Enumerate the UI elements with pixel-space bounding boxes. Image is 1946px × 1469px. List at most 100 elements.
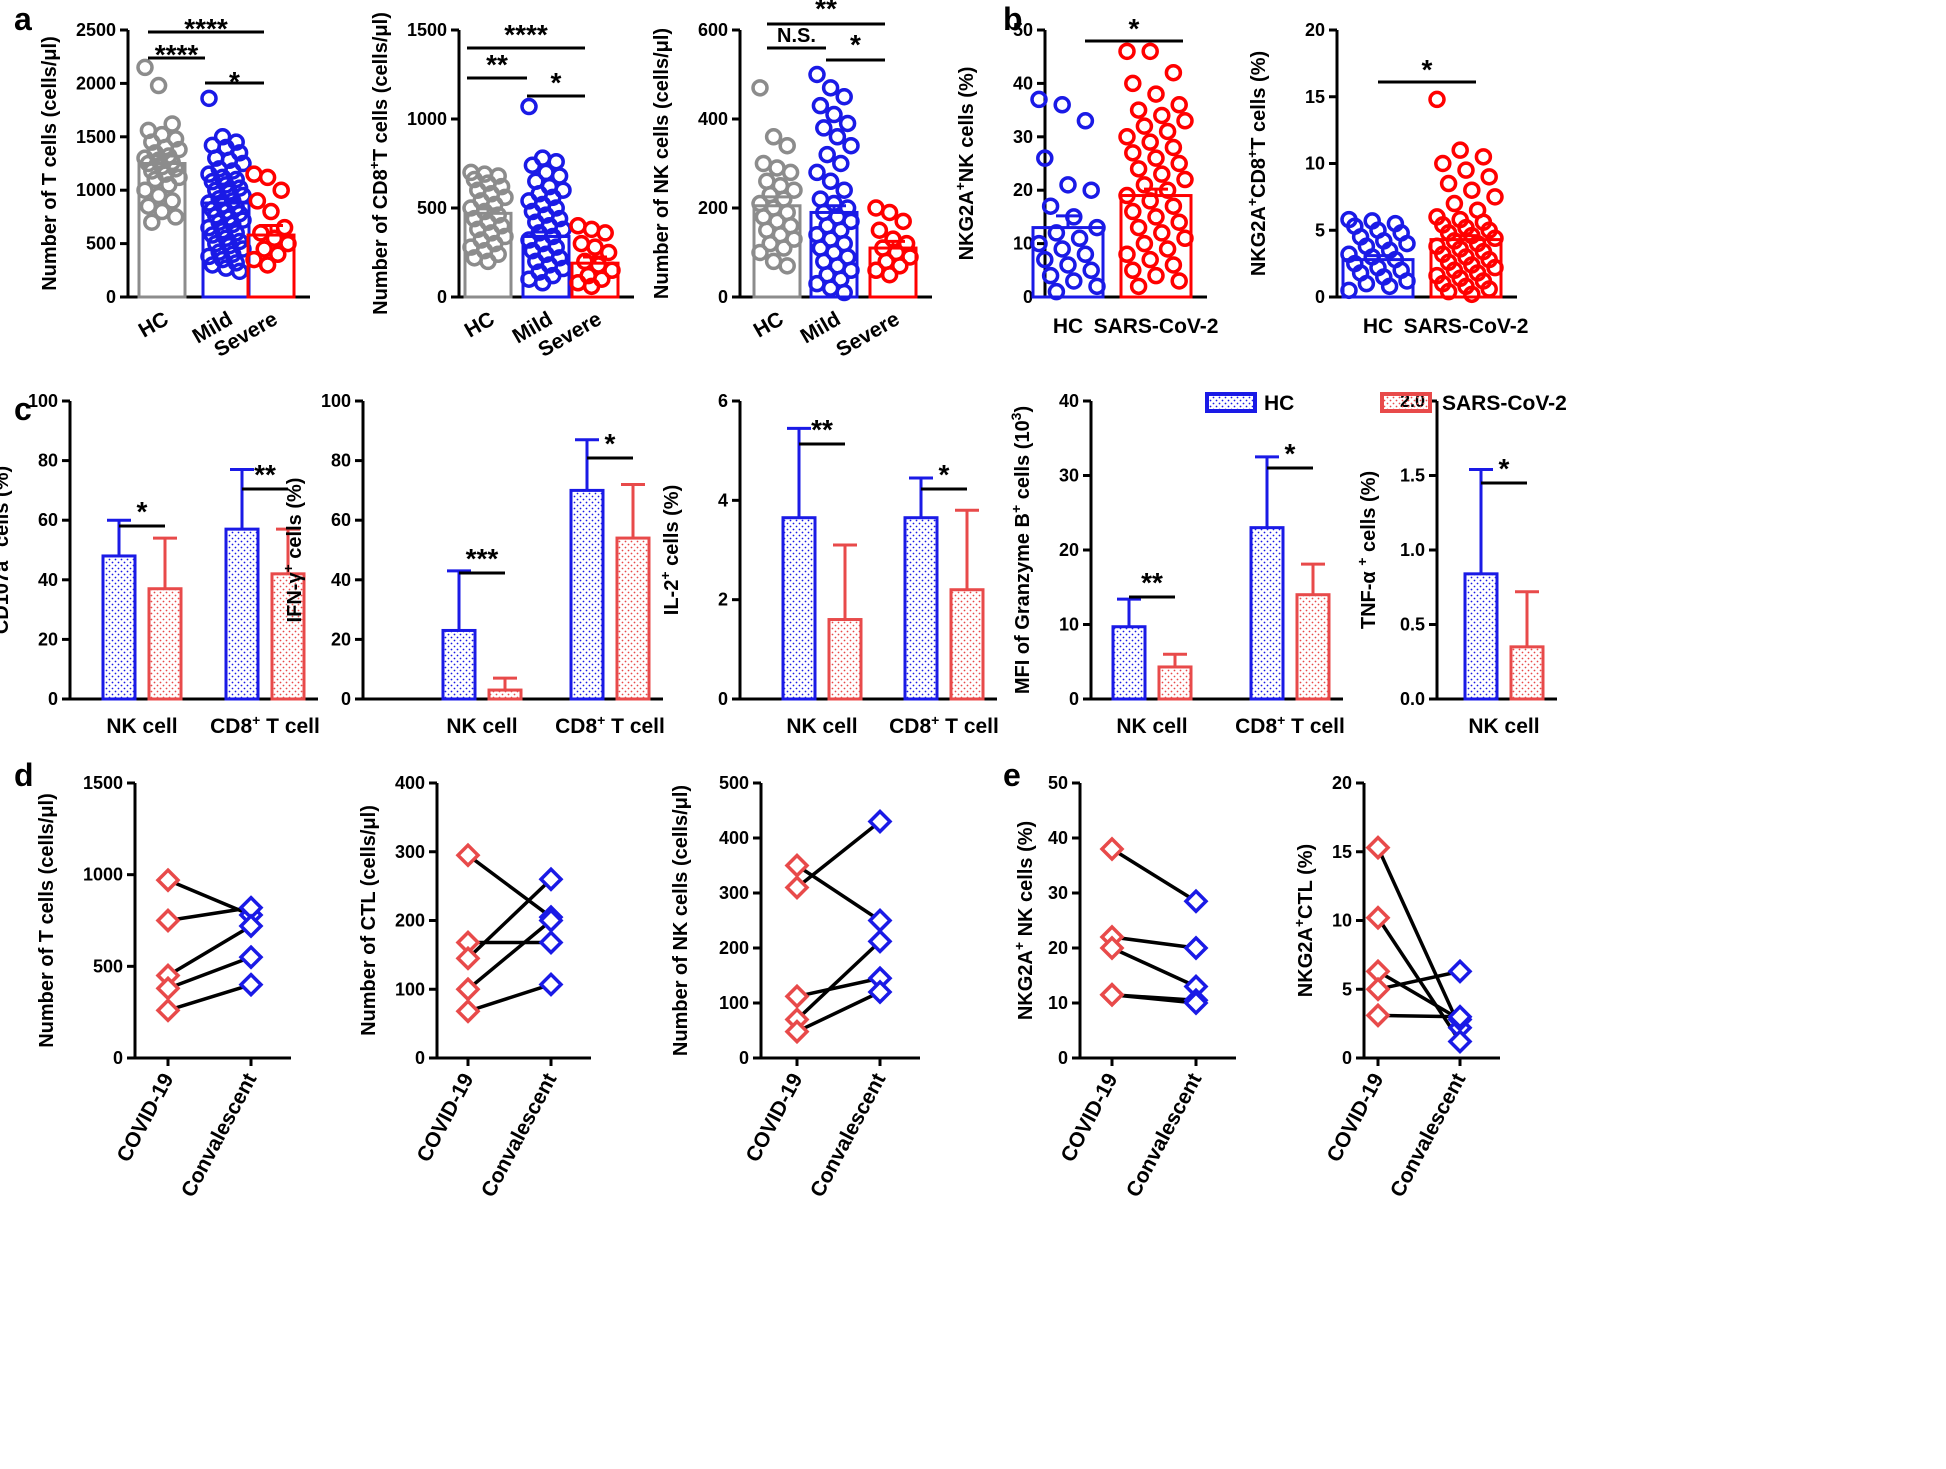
axis-title-part: cells — [1012, 449, 1034, 505]
data-point — [479, 252, 497, 271]
y-tick-label: 1.5 — [1400, 466, 1425, 486]
data-point — [835, 283, 853, 302]
category-label-part: Convalescent — [177, 1070, 261, 1201]
axis-title-part: NK cells (%) — [956, 67, 978, 183]
category-label-sup: + — [1277, 712, 1285, 728]
pair-line — [1111, 935, 1197, 950]
axis-title-sup: 3 — [1008, 412, 1024, 420]
y-tick-label: 600 — [698, 20, 728, 40]
data-point — [1434, 154, 1452, 173]
data-point — [870, 221, 889, 239]
bar-sars-cov-2 — [270, 572, 306, 701]
significance-label: N.S. — [777, 25, 816, 47]
category-label: HC — [1363, 315, 1393, 338]
data-point — [1047, 224, 1066, 242]
data-point — [1030, 90, 1048, 109]
y-tick-label: 400 — [698, 109, 728, 129]
y-tick-label: 0.0 — [1400, 689, 1425, 709]
data-point — [1153, 165, 1171, 183]
data-point — [1099, 982, 1125, 1008]
axis-title-sup: + — [657, 571, 673, 579]
significance-label: **** — [155, 39, 199, 70]
category-label-part: HC — [135, 307, 173, 342]
data-point — [1445, 194, 1464, 213]
data-point — [1398, 272, 1416, 290]
data-point — [1070, 229, 1089, 248]
y-tick-label: 20 — [331, 629, 351, 649]
pair-line — [167, 905, 252, 923]
axis-title-part: IFN-γ — [284, 572, 306, 623]
data-point — [200, 89, 218, 108]
data-point — [455, 945, 481, 971]
data-point — [155, 975, 181, 1001]
data-point — [1164, 197, 1183, 215]
data-point — [1365, 976, 1391, 1002]
y-tick-label: 40 — [1048, 828, 1068, 848]
data-point — [1480, 168, 1498, 186]
category-label-part: T cell — [260, 715, 320, 738]
y-tick-label: 0 — [341, 689, 351, 709]
data-point — [808, 65, 826, 84]
data-point — [1176, 229, 1194, 248]
category-label-part: SARS-CoV-2 — [1094, 315, 1219, 338]
data-point — [901, 248, 919, 266]
y-tick-label: 200 — [698, 198, 728, 218]
data-point — [784, 1019, 810, 1045]
data-point — [1170, 96, 1188, 114]
axis-title-part: CD107a — [0, 560, 13, 634]
y-tick-label: 1500 — [407, 20, 447, 40]
data-point — [538, 866, 564, 892]
category-label-part: HC — [461, 307, 499, 342]
data-point — [1365, 905, 1391, 931]
data-point — [155, 997, 181, 1023]
y-tick-label: 0 — [48, 689, 58, 709]
bar-hc — [441, 628, 477, 701]
y-tick-label: 300 — [719, 883, 749, 903]
data-point — [1118, 186, 1136, 205]
category-label-part: NK cell — [786, 715, 857, 738]
y-tick-label: 40 — [331, 570, 351, 590]
y-tick-label: 0 — [106, 287, 116, 307]
data-point — [867, 979, 893, 1005]
axis-title-sup: + — [366, 161, 382, 169]
y-tick-label: 200 — [719, 938, 749, 958]
data-point — [751, 243, 769, 262]
data-point — [1447, 958, 1473, 984]
category-label: NK cell — [1116, 715, 1187, 738]
data-point — [1428, 90, 1446, 109]
y-tick-label: 1000 — [76, 180, 116, 200]
data-point — [867, 928, 893, 954]
data-point — [262, 202, 280, 221]
data-point — [1357, 274, 1376, 293]
y-tick-label: 0 — [415, 1048, 425, 1068]
y-tick-label: 0 — [739, 1048, 749, 1068]
data-point — [272, 181, 290, 199]
data-point — [784, 983, 810, 1009]
data-point — [828, 128, 847, 146]
significance-label: ** — [1141, 567, 1163, 598]
data-point — [1041, 266, 1060, 285]
bar-hc — [101, 554, 137, 701]
data-point — [835, 88, 853, 106]
category-label: Convalescent — [1386, 1070, 1470, 1201]
category-label-part: Convalescent — [806, 1070, 890, 1201]
y-tick-label: 20 — [1013, 180, 1033, 200]
y-tick-label: 4 — [718, 490, 728, 510]
axis-title-part: Number of NK cells (cells/μl) — [651, 28, 673, 299]
data-point — [1164, 256, 1183, 274]
data-point — [764, 128, 783, 146]
data-point — [166, 130, 185, 148]
data-point — [1141, 250, 1159, 269]
bar-hc — [781, 516, 817, 701]
category-label-part: CD8 — [889, 715, 931, 738]
category-label: HC — [461, 307, 499, 342]
y-tick-label: 30 — [1013, 127, 1033, 147]
data-point — [1153, 106, 1171, 125]
data-point — [1059, 256, 1077, 274]
y-tick-label: 0 — [1342, 1048, 1352, 1068]
pair-line — [167, 924, 252, 978]
data-point — [1118, 42, 1136, 61]
category-label: COVID-19 — [113, 1070, 179, 1166]
